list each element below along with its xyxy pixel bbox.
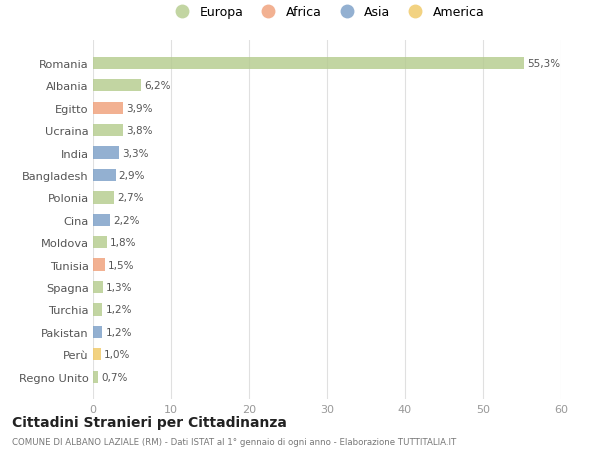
Bar: [93, 102, 124, 115]
Bar: [93, 80, 142, 92]
Bar: [93, 281, 103, 294]
Text: 2,9%: 2,9%: [119, 171, 145, 180]
Bar: [93, 348, 101, 361]
Text: 2,7%: 2,7%: [117, 193, 143, 203]
Text: 1,0%: 1,0%: [104, 350, 130, 359]
Text: Cittadini Stranieri per Cittadinanza: Cittadini Stranieri per Cittadinanza: [12, 415, 287, 429]
Bar: [93, 236, 107, 249]
Text: 1,2%: 1,2%: [106, 327, 132, 337]
Bar: [93, 125, 122, 137]
Text: 1,3%: 1,3%: [106, 282, 133, 292]
Text: 2,2%: 2,2%: [113, 215, 140, 225]
Bar: [93, 57, 524, 70]
Text: 1,5%: 1,5%: [108, 260, 134, 270]
Text: 3,8%: 3,8%: [126, 126, 152, 136]
Text: 55,3%: 55,3%: [527, 59, 560, 69]
Bar: [93, 214, 110, 226]
Bar: [93, 192, 114, 204]
Bar: [93, 147, 119, 159]
Bar: [93, 304, 103, 316]
Text: 1,2%: 1,2%: [106, 305, 132, 315]
Bar: [93, 371, 98, 383]
Text: 3,9%: 3,9%: [127, 103, 153, 113]
Bar: [93, 169, 116, 182]
Text: 6,2%: 6,2%: [145, 81, 171, 91]
Text: COMUNE DI ALBANO LAZIALE (RM) - Dati ISTAT al 1° gennaio di ogni anno - Elaboraz: COMUNE DI ALBANO LAZIALE (RM) - Dati IST…: [12, 437, 456, 446]
Text: 1,8%: 1,8%: [110, 238, 137, 248]
Legend: Europa, Africa, Asia, America: Europa, Africa, Asia, America: [169, 6, 485, 19]
Text: 0,7%: 0,7%: [101, 372, 128, 382]
Bar: [93, 326, 103, 338]
Bar: [93, 259, 105, 271]
Text: 3,3%: 3,3%: [122, 148, 148, 158]
